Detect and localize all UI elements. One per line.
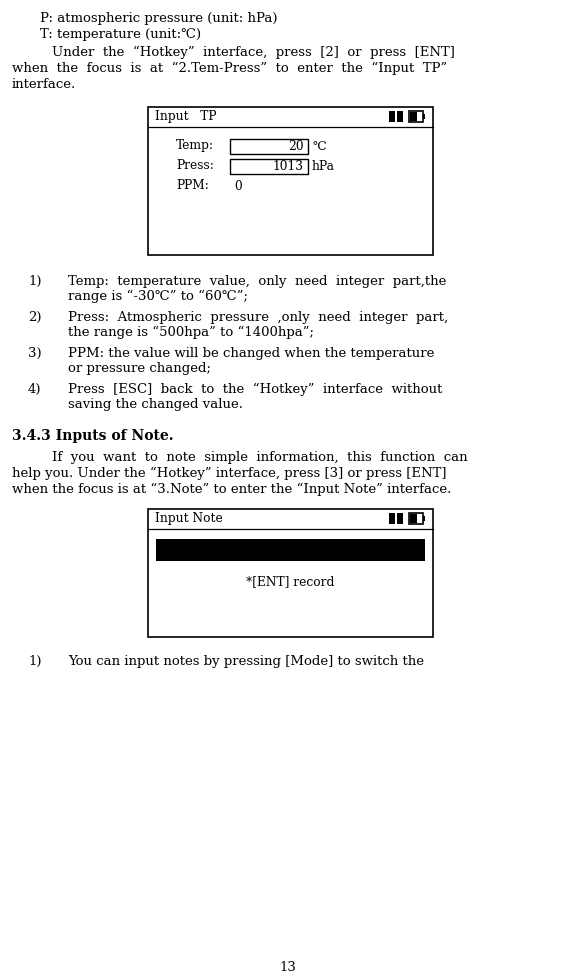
Bar — [423, 114, 425, 119]
Bar — [148, 107, 433, 255]
Text: 20: 20 — [288, 140, 304, 153]
Text: You can input notes by pressing [Mode] to switch the: You can input notes by pressing [Mode] t… — [68, 655, 424, 668]
Text: 1): 1) — [28, 275, 42, 288]
Text: Temp:  temperature  value,  only  need  integer  part,the: Temp: temperature value, only need integ… — [68, 275, 447, 288]
Text: 13: 13 — [280, 961, 297, 974]
Text: Input   TP: Input TP — [155, 110, 216, 123]
Bar — [156, 539, 425, 561]
Text: 4): 4) — [28, 383, 42, 396]
Bar — [410, 514, 417, 523]
Text: ℃: ℃ — [312, 140, 326, 153]
Text: Press  [ESC]  back  to  the  “Hotkey”  interface  without: Press [ESC] back to the “Hotkey” interfa… — [68, 383, 443, 397]
Text: hPa: hPa — [312, 160, 335, 173]
Text: Under  the  “Hotkey”  interface,  press  [2]  or  press  [ENT]: Under the “Hotkey” interface, press [2] … — [52, 46, 455, 60]
Text: Press:: Press: — [176, 159, 214, 172]
Text: 1013: 1013 — [273, 160, 304, 173]
Text: *[ENT] record: *[ENT] record — [246, 575, 334, 588]
Text: Press:  Atmospheric  pressure  ,only  need  integer  part,: Press: Atmospheric pressure ,only need i… — [68, 311, 448, 324]
Bar — [409, 513, 423, 524]
Text: 3.4.3 Inputs of Note.: 3.4.3 Inputs of Note. — [12, 429, 174, 443]
Text: interface.: interface. — [12, 78, 76, 91]
Bar — [389, 513, 395, 524]
Text: 2): 2) — [28, 311, 42, 324]
Text: P: atmospheric pressure (unit: hPa): P: atmospheric pressure (unit: hPa) — [40, 12, 278, 25]
Text: 3): 3) — [28, 347, 42, 360]
Text: If  you  want  to  note  simple  information,  this  function  can: If you want to note simple information, … — [52, 451, 467, 464]
Text: the range is “500hpa” to “1400hpa”;: the range is “500hpa” to “1400hpa”; — [68, 326, 314, 339]
Text: help you. Under the “Hotkey” interface, press [3] or press [ENT]: help you. Under the “Hotkey” interface, … — [12, 467, 447, 481]
Text: PPM: the value will be changed when the temperature: PPM: the value will be changed when the … — [68, 347, 434, 360]
Bar — [409, 111, 423, 122]
Bar — [148, 509, 433, 637]
Text: PPM:: PPM: — [176, 179, 209, 192]
Bar — [389, 111, 395, 122]
Bar — [397, 111, 403, 122]
Bar — [397, 513, 403, 524]
Bar — [230, 159, 308, 174]
Text: when the focus is at “3.Note” to enter the “Input Note” interface.: when the focus is at “3.Note” to enter t… — [12, 483, 451, 496]
Text: T: temperature (unit:℃): T: temperature (unit:℃) — [40, 28, 201, 41]
Text: when  the  focus  is  at  “2.Tem-Press”  to  enter  the  “Input  TP”: when the focus is at “2.Tem-Press” to en… — [12, 62, 447, 75]
Bar — [230, 139, 308, 154]
Bar — [423, 516, 425, 521]
Bar — [410, 112, 417, 121]
Text: Temp:: Temp: — [176, 139, 214, 152]
Text: 1): 1) — [28, 655, 42, 668]
Text: or pressure changed;: or pressure changed; — [68, 362, 211, 375]
Text: Input Note: Input Note — [155, 512, 223, 525]
Text: 0: 0 — [234, 180, 242, 193]
Text: range is “-30℃” to “60℃”;: range is “-30℃” to “60℃”; — [68, 290, 248, 303]
Text: saving the changed value.: saving the changed value. — [68, 398, 243, 411]
